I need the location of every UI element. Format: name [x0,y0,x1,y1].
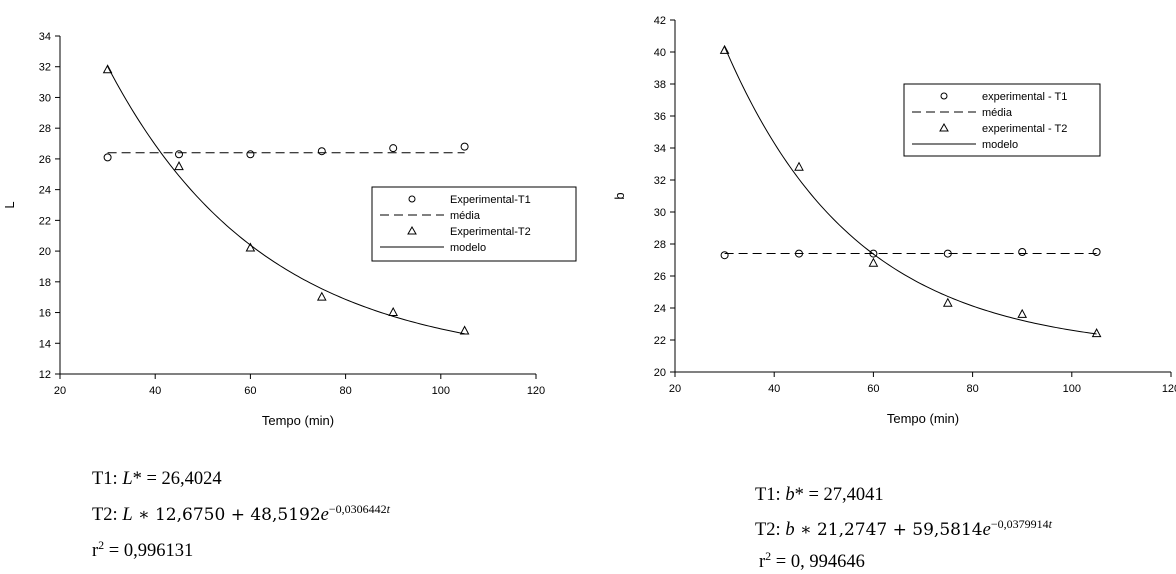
y-tick-label: 26 [39,154,51,166]
x-tick-label: 80 [966,383,978,395]
data-point-t1 [103,153,112,162]
data-point-t2 [868,257,879,267]
y-tick-label: 22 [39,215,51,227]
y-tick-label: 26 [654,271,666,283]
data-point-t2 [942,297,953,307]
y-tick-label: 32 [39,62,51,74]
modelo-curve [107,66,465,335]
y-tick-label: 18 [39,277,51,289]
x-tick-label: 20 [54,385,66,397]
data-point-t1 [869,249,878,258]
x-tick-label: 120 [1162,383,1176,395]
data-point-t1 [720,251,729,260]
chart-b: 20 40 60 80 100 120 20 22 24 26 28 30 32 34 36 38 40 42 Te… [612,15,1176,426]
y-tick-label: 24 [39,185,51,197]
legend-symbol-t2 [939,122,949,132]
equation-t1-left: T1: L* = 26,4024 [92,469,222,489]
x-tick-label: 40 [768,383,780,395]
legend-label: Experimental-T2 [450,226,531,238]
y-tick-label: 30 [39,92,51,104]
x-tick-label: 60 [867,383,879,395]
data-point-t2 [316,291,327,301]
data-point-t1 [175,150,183,159]
legend-label: média [450,210,481,222]
data-point-t2 [459,325,470,335]
y-tick-label: 28 [654,239,666,251]
equation-r2-right: r2 = 0, 994646 [759,549,865,573]
equation-t2-right: T2: b ∗ 21,2747 + 59,5814e−0,0379914t [755,517,1052,541]
data-point-t2 [102,64,113,74]
data-point-t1 [795,249,803,258]
y-tick-label: 38 [654,79,666,91]
y-tick-label: 24 [654,303,666,315]
x-tick-label: 120 [527,385,545,397]
y-tick-label: 30 [654,207,666,219]
data-point-t1 [943,249,952,258]
equation-t2-left: T2: L ∗ 12,6750 + 48,5192e−0,0306442t [92,502,390,526]
data-point-t2 [1017,308,1028,318]
y-tick-label: 22 [654,335,666,347]
x-tick-label: 100 [1063,383,1081,395]
data-point-t1 [1092,248,1101,256]
data-point-t1 [1018,248,1027,256]
data-point-t1 [246,150,255,159]
y-tick-label: 20 [654,367,666,379]
y-tick-label: 40 [654,47,666,59]
equation-t1-right: T1: b* = 27,4041 [755,485,884,505]
legend-label: experimental - T2 [982,123,1067,135]
legend-box [371,186,577,262]
y-axis-label: b [612,192,627,199]
modelo-curve [724,46,1097,335]
legend-label: modelo [450,242,486,254]
data-point-t2 [794,161,804,171]
chart-L: 20 40 60 80 100 120 12 14 16 18 20 22 24 26 28 30 32 34 Te… [2,31,577,428]
y-axis-label: L [2,201,17,208]
x-tick-label: 40 [149,385,161,397]
x-tick-label: 60 [244,385,256,397]
y-tick-label: 32 [654,175,666,187]
y-tick-label: 16 [39,308,51,320]
legend-symbol-t1 [408,195,416,203]
data-point-t1 [389,144,398,153]
y-tick-label: 28 [39,123,51,135]
y-tick-label: 42 [654,15,666,27]
data-point-t1 [460,142,469,151]
data-point-t2 [388,306,399,317]
x-tick-label: 20 [669,383,681,395]
x-axis-label: Tempo (min) [887,411,959,426]
data-point-t2 [1091,328,1102,338]
legend-label: média [982,107,1013,119]
y-tick-label: 34 [654,143,666,155]
x-tick-label: 100 [432,385,450,397]
x-tick-label: 80 [339,385,351,397]
legend-symbol-t1 [940,92,948,100]
data-point-t2 [719,44,730,54]
legend-label: modelo [982,139,1018,151]
y-tick-label: 34 [39,31,51,43]
data-point-t2 [174,161,184,171]
y-tick-label: 36 [654,111,666,123]
y-tick-label: 14 [39,338,51,350]
data-point-t1 [317,147,326,156]
legend-symbol-t2 [407,225,417,235]
y-tick-label: 12 [39,369,51,381]
legend-label: Experimental-T1 [450,194,531,206]
legend-label: experimental - T1 [982,91,1067,103]
x-axis-label: Tempo (min) [262,413,334,428]
data-point-t2 [245,242,256,252]
y-tick-label: 20 [39,246,51,258]
equation-r2-left: r2 = 0,996131 [92,538,194,562]
